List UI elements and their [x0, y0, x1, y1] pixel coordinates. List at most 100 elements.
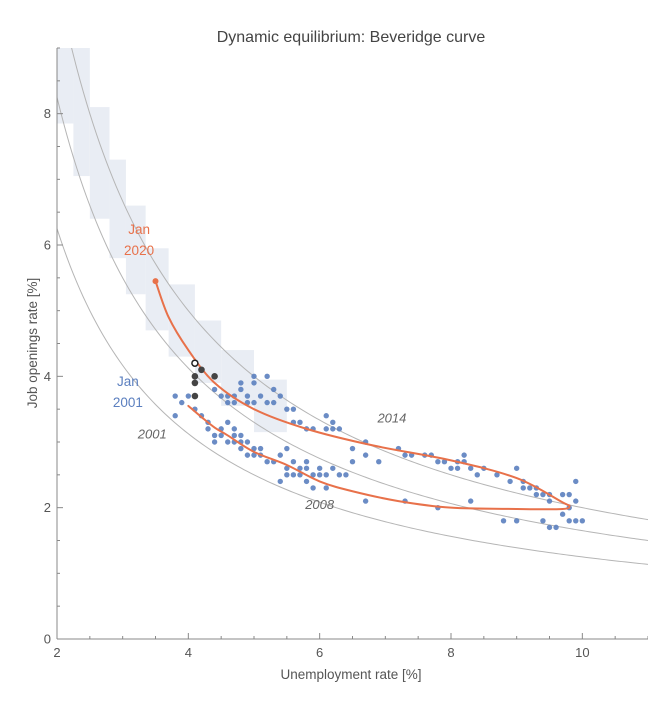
scatter-point: [264, 459, 270, 465]
scatter-point: [238, 386, 244, 393]
scatter-point: [579, 518, 586, 524]
scatter-point: [546, 498, 553, 504]
scatter-point: [573, 498, 579, 504]
scatter-point: [172, 393, 178, 399]
annotation-label: 2001: [113, 395, 143, 410]
scatter-point: [330, 465, 336, 471]
scatter-point: [284, 472, 290, 478]
scatter-point: [297, 465, 303, 471]
scatter-point: [277, 393, 283, 399]
scatter-point: [244, 452, 251, 458]
y-tick-label: 6: [44, 238, 51, 253]
scatter-point: [284, 406, 290, 412]
scatter-point: [527, 485, 533, 491]
scatter-point: [468, 498, 474, 504]
axes: [56, 48, 648, 640]
scatter-point: [218, 432, 224, 439]
scatter-point: [185, 393, 192, 399]
scatter-point: [520, 485, 526, 491]
scatter-point: [264, 399, 270, 406]
trajectory-line: [154, 280, 571, 511]
annotation-label: 2001: [137, 427, 167, 442]
scatter-point: [566, 491, 572, 498]
recent-point: [211, 373, 218, 380]
scatter-point: [494, 472, 500, 478]
scatter-point: [231, 399, 237, 406]
scatter-point: [323, 472, 329, 478]
scatter-point: [225, 419, 231, 425]
annotation-label: Jan: [128, 222, 150, 237]
scatter-point: [251, 445, 257, 452]
band-step: [254, 379, 287, 433]
scatter-point: [336, 472, 343, 478]
y-tick-label: 0: [44, 632, 51, 647]
scatter-point: [336, 426, 343, 432]
scatter-point: [402, 452, 408, 458]
recent-point: [191, 373, 199, 380]
scatter-point: [540, 491, 546, 498]
band-step: [145, 248, 169, 331]
scatter-point: [284, 445, 290, 452]
trajectory-start-point: [152, 278, 159, 285]
scatter-point: [211, 439, 218, 445]
scatter-point: [251, 452, 257, 458]
scatter-point: [362, 452, 369, 458]
scatter-point: [251, 380, 257, 386]
scatter-point: [244, 393, 251, 399]
y-axis-title: Job openings rate [%]: [25, 278, 40, 409]
scatter-point: [513, 518, 520, 524]
scatter-point: [559, 511, 566, 517]
scatter-point: [271, 399, 277, 406]
x-tick-label: 2: [53, 645, 60, 660]
scatter-point: [303, 459, 310, 465]
scatter-point: [435, 459, 441, 465]
x-tick-label: 4: [185, 645, 192, 660]
scatter-point: [316, 465, 323, 471]
chart-title: Dynamic equilibrium: Beveridge curve: [217, 29, 486, 46]
scatter-point: [297, 419, 303, 425]
scatter-point: [231, 432, 237, 439]
scatter-point: [349, 459, 356, 465]
scatter-point: [284, 465, 290, 471]
scatter-point: [553, 524, 559, 531]
recent-points: [191, 359, 218, 400]
scatter-point: [238, 380, 244, 386]
scatter-points: [172, 373, 586, 531]
y-tick-label: 2: [44, 500, 51, 515]
scatter-point: [500, 518, 507, 524]
scatter-point: [172, 413, 178, 419]
scatter-point: [290, 406, 297, 412]
scatter-point: [290, 459, 297, 465]
scatter-point: [362, 498, 369, 504]
reference-curve-lower: [57, 228, 648, 565]
annotations: Jan 2020 Jan 2001 2001 2014 2008: [113, 222, 406, 512]
annotation-label: 2020: [124, 243, 154, 258]
scatter-point: [323, 426, 329, 432]
recent-point: [191, 392, 199, 400]
scatter-point: [290, 472, 297, 478]
scatter-point: [316, 472, 323, 478]
scatter-point: [231, 426, 237, 432]
latest-point: [191, 359, 199, 367]
scatter-point: [507, 478, 513, 485]
scatter-point: [323, 413, 329, 419]
scatter-point: [559, 491, 566, 498]
scatter-point: [441, 459, 448, 465]
annotation-label: Jan: [117, 374, 139, 389]
scatter-point: [573, 478, 579, 485]
scatter-point: [218, 393, 224, 399]
scatter-point: [251, 373, 257, 380]
scatter-point: [310, 472, 316, 478]
band-step: [109, 159, 126, 259]
scatter-point: [448, 465, 454, 471]
y-tick-label: 8: [44, 106, 51, 121]
scatter-point: [323, 485, 329, 491]
band-step: [125, 205, 146, 295]
scatter-point: [474, 472, 480, 478]
scatter-point: [179, 399, 185, 406]
trajectory-path: [152, 278, 571, 511]
scatter-point: [330, 419, 336, 425]
scatter-point: [330, 426, 336, 432]
scatter-point: [205, 426, 211, 432]
